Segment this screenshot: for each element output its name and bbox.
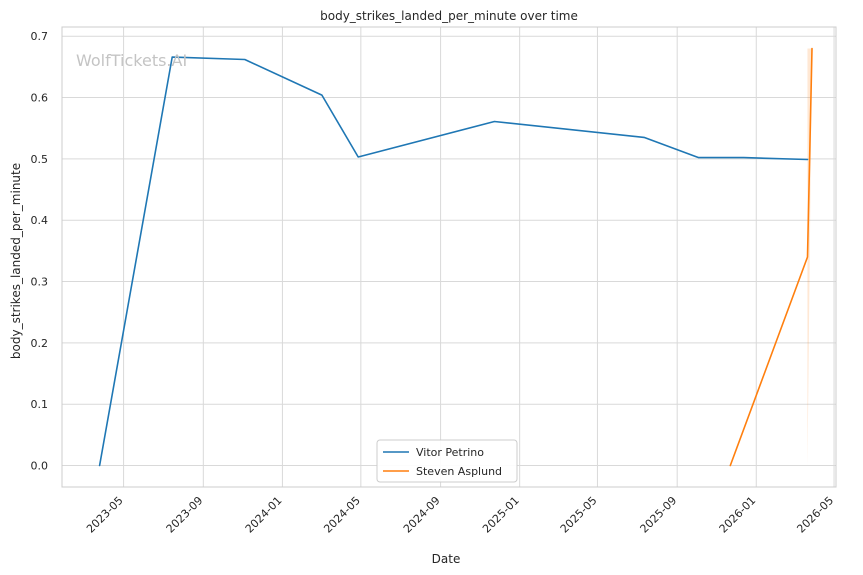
series-line-steven-asplund: [729, 47, 813, 467]
y-axis-label: body_strikes_landed_per_minute: [9, 163, 23, 359]
y-tick-label: 0.1: [31, 398, 49, 411]
watermark: WolfTickets.AI: [76, 51, 187, 70]
legend-label-steven-asplund: Steven Asplund: [416, 465, 502, 478]
legend-label-vitor-petrino: Vitor Petrino: [416, 446, 484, 459]
y-tick-label: 0.0: [31, 460, 49, 473]
grid: [62, 27, 836, 487]
y-tick-label: 0.6: [31, 92, 49, 105]
confidence-band-steven-asplund: [807, 48, 813, 466]
y-tick-label: 0.4: [31, 214, 49, 227]
y-tick-labels: 0.0 0.1 0.2 0.3 0.4 0.5 0.6 0.7: [31, 30, 49, 472]
series-lines: [98, 47, 813, 467]
y-tick-label: 0.7: [31, 30, 49, 43]
legend: Vitor Petrino Steven Asplund: [376, 439, 518, 483]
series-line-vitor-petrino: [98, 56, 809, 467]
legend-box: [376, 439, 518, 483]
confidence-band: [807, 48, 813, 466]
x-axis-label: Date: [432, 552, 461, 566]
y-tick-label: 0.2: [31, 337, 49, 350]
y-tick-label: 0.5: [31, 153, 49, 166]
plot-frame: [61, 26, 837, 488]
y-tick-label: 0.3: [31, 276, 49, 289]
chart-title: body_strikes_landed_per_minute over time: [320, 9, 578, 23]
